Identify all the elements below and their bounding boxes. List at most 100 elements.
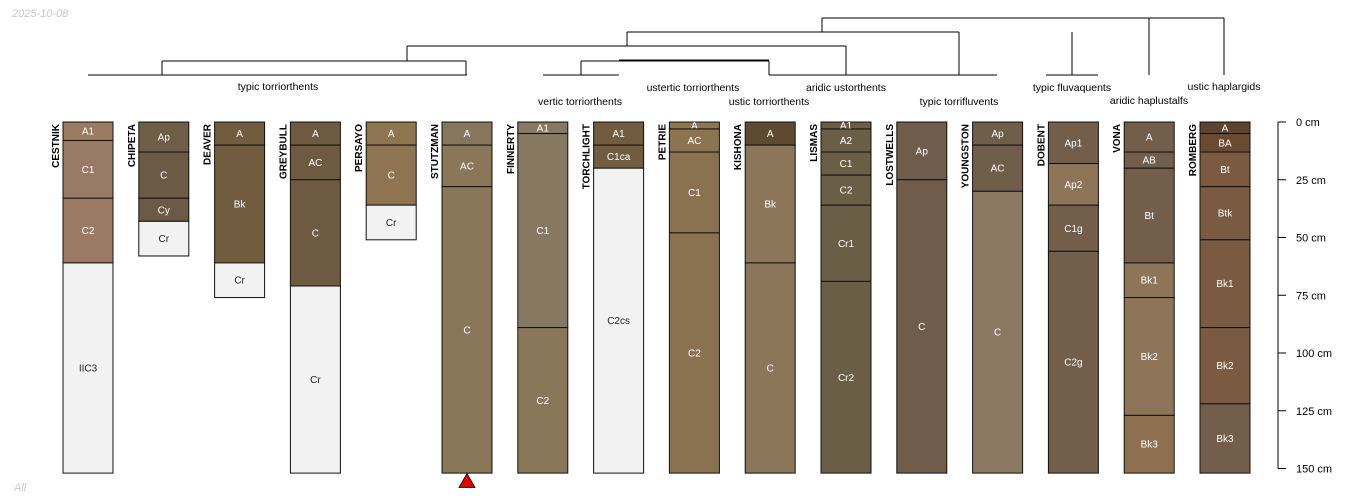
horizon-label: C2 <box>840 186 853 197</box>
horizon-chipeta-cr <box>138 220 190 257</box>
horizon-vona-bk3 <box>1123 414 1175 474</box>
horizon-dobent-c2g <box>1047 250 1099 474</box>
highlight-marker <box>458 472 476 488</box>
axis-tick-label: 100 cm <box>1296 348 1332 360</box>
horizon-chipeta-c <box>138 151 190 199</box>
axis-tick-label: 0 cm <box>1296 117 1320 129</box>
horizon-greybull-c <box>289 179 341 287</box>
horizon-label: Cr <box>310 375 321 386</box>
profile-vona: A AB Bt Bk1 Bk2 Bk3 VONA <box>1112 121 1175 474</box>
profile-name: PETRIE <box>657 124 668 160</box>
profile-stutzman: A AC C STUTZMAN <box>430 121 493 488</box>
profile-lismas: A1 A2 C1 C2 Cr1 Cr2 LISMAS <box>809 121 872 474</box>
profile-cestnik: A1 C1 C2 IIC3 CESTNIK <box>51 121 114 474</box>
horizon-label: Cr <box>234 276 245 287</box>
horizon-youngston-ac <box>972 144 1024 192</box>
axis-tick-label: 125 cm <box>1296 406 1332 418</box>
horizon-label: Ap <box>991 129 1004 140</box>
horizon-persayo-c <box>365 144 417 206</box>
profile-name: VONA <box>1112 124 1123 153</box>
horizon-label: Cr1 <box>838 239 855 250</box>
profile-youngston: Ap AC C YOUNGSTON <box>961 121 1024 474</box>
footer-label: All <box>14 482 27 494</box>
horizon-label: C <box>767 364 774 375</box>
group-labels: typic torriorthents vertic torriorthents u… <box>88 59 1260 108</box>
horizon-persayo-cr <box>365 204 417 241</box>
horizon-label: Ap <box>158 133 171 144</box>
horizon-label: Bk1 <box>1216 279 1234 290</box>
horizon-label: C2 <box>82 226 95 237</box>
date-label: 2025-10-08 <box>12 8 69 20</box>
horizon-label: AC <box>460 161 474 172</box>
profile-name: YOUNGSTON <box>961 124 972 188</box>
horizon-label: Bk <box>764 200 777 211</box>
horizon-label: C1ca <box>607 152 631 163</box>
depth-axis: 0 cm 25 cm 50 cm 75 cm 100 cm 125 cm 150 cm <box>1277 117 1332 476</box>
horizon-greybull-cr <box>289 285 341 474</box>
horizon-label: C <box>160 171 167 182</box>
horizon-label: A <box>464 129 471 140</box>
horizon-label: A <box>312 129 319 140</box>
horizon-label: Ap2 <box>1065 180 1083 191</box>
profile-chipeta: Ap C Cy Cr CHIPETA <box>127 121 190 257</box>
horizon-label: C1 <box>536 226 549 237</box>
horizon-romberg-bk2 <box>1199 327 1251 405</box>
horizon-lismas-c2 <box>820 174 872 206</box>
horizon-label: Ap1 <box>1065 138 1083 149</box>
profile-name: GREYBULL <box>278 124 289 179</box>
horizon-stutzman-ac <box>441 144 493 188</box>
horizon-dobent-ap1 <box>1047 121 1099 165</box>
profile-petrie: A AC C1 C2 PETRIE <box>657 121 720 474</box>
profile-romberg: A BA Bt Btk Bk1 Bk2 Bk3 ROMBERG <box>1188 121 1251 474</box>
horizon-finnerty-c2 <box>517 327 569 474</box>
profile-lostwells: Ap C LOSTWELLS <box>885 121 948 474</box>
horizon-label: Cy <box>158 205 170 216</box>
soil-profiles: A1 C1 C2 IIC3 CESTNIK Ap C Cy Cr CHIPETA A Bk Cr DEAV… <box>51 121 1251 488</box>
axis-tick-label: 150 cm <box>1296 464 1332 476</box>
horizon-label: A <box>1146 133 1153 144</box>
horizon-label: C <box>312 228 319 239</box>
horizon-kishona-c <box>744 262 796 474</box>
horizon-lostwells-c <box>896 179 948 474</box>
horizon-label: C <box>994 328 1001 339</box>
horizon-romberg-btk <box>1199 186 1251 241</box>
horizon-youngston-c <box>972 190 1024 474</box>
profile-name: PERSAYO <box>354 124 365 172</box>
profile-kishona: A Bk C KISHONA <box>733 121 796 474</box>
horizon-stutzman-c <box>441 186 493 474</box>
horizon-label: C2 <box>688 349 701 360</box>
horizon-label: C2 <box>536 396 549 407</box>
horizon-label: Bt <box>1144 211 1154 222</box>
horizon-vona-a <box>1123 121 1175 153</box>
profile-name: FINNERTY <box>506 124 517 174</box>
horizon-label: C1g <box>1064 224 1082 235</box>
horizon-vona-bt <box>1123 167 1175 264</box>
group-label-aridic-haplustalfs: aridic haplustalfs <box>1110 95 1188 107</box>
horizon-dobent-c1g <box>1047 204 1099 252</box>
horizon-lismas-cr2 <box>820 280 872 474</box>
horizon-deaver-cr <box>214 262 266 299</box>
horizon-label: Bk2 <box>1141 352 1159 363</box>
horizon-label: Bk3 <box>1141 440 1159 451</box>
profile-name: TORCHLIGHT <box>582 124 593 189</box>
horizon-label: Ap <box>916 146 929 157</box>
horizon-label: C1 <box>688 188 701 199</box>
group-label-ustic-torriorthents: ustic torriorthents <box>729 96 810 108</box>
horizon-label: AC <box>687 136 701 147</box>
horizon-label: C1 <box>82 165 95 176</box>
horizon-label: BA <box>1218 138 1232 149</box>
group-label-aridic-ustorthents: aridic ustorthents <box>806 82 886 94</box>
horizon-label: Cr2 <box>838 373 855 384</box>
profile-name: KISHONA <box>733 124 744 170</box>
profile-finnerty: A1 C1 C2 FINNERTY <box>506 121 569 474</box>
horizon-label: C2cs <box>607 316 630 327</box>
horizon-label: AC <box>991 164 1005 175</box>
group-label-typic-fluvaquents: typic fluvaquents <box>1033 82 1111 94</box>
profile-greybull: A AC C Cr GREYBULL <box>278 121 341 474</box>
profile-name: LISMAS <box>809 124 820 162</box>
profile-name: STUTZMAN <box>430 124 441 179</box>
horizon-label: Bk3 <box>1216 434 1234 445</box>
horizon-label: A1 <box>82 127 95 138</box>
horizon-label: A1 <box>612 129 625 140</box>
